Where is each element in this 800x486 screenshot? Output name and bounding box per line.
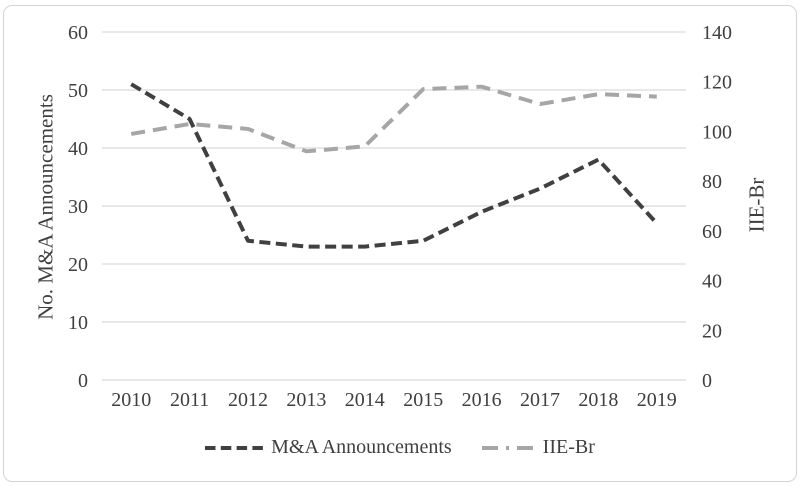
left-tick-label: 40	[68, 138, 88, 160]
short-dash-swatch-icon	[205, 445, 264, 450]
x-tick-label: 2018	[578, 389, 618, 411]
x-tick-label: 2017	[520, 389, 560, 411]
series-line-iie-br	[130, 84, 657, 154]
x-tick-label: 2016	[462, 389, 502, 411]
left-tick-label: 60	[68, 22, 88, 44]
x-tick-label: 2012	[228, 389, 268, 411]
series-line-ma-announcements	[130, 82, 659, 249]
right-tick-label: 120	[702, 72, 732, 94]
left-tick-label: 10	[68, 312, 88, 334]
right-axis-tick-labels: 0 20 40 60 80 100 120 140	[702, 22, 732, 392]
left-axis-title: No. M&A Announcements	[33, 94, 58, 320]
legend-item-iie-br: IIE-Br	[481, 436, 595, 459]
legend-item-ma-announcements: M&A Announcements	[205, 436, 452, 459]
legend-label-iie-br: IIE-Br	[542, 436, 595, 458]
right-tick-label: 40	[702, 271, 722, 293]
left-axis-tick-labels: 0 10 20 30 40 50 60	[68, 22, 88, 392]
right-tick-label: 0	[702, 370, 712, 392]
x-axis-labels: 2010 2011 2012 2013 2014 2015 2016 2017 2018 2019	[111, 389, 677, 411]
x-tick-label: 2014	[345, 389, 385, 411]
right-axis-title: IIE-Br	[744, 177, 769, 233]
right-tick-label: 100	[702, 121, 732, 143]
right-tick-label: 80	[702, 171, 722, 193]
x-tick-label: 2013	[286, 389, 326, 411]
left-tick-label: 50	[68, 80, 88, 102]
x-tick-label: 2015	[403, 389, 443, 411]
right-tick-label: 140	[702, 22, 732, 44]
x-tick-label: 2010	[111, 389, 151, 411]
long-dash-dot-swatch-icon	[481, 445, 535, 450]
right-tick-label: 20	[702, 320, 722, 342]
x-tick-label: 2019	[637, 389, 677, 411]
gridlines	[102, 31, 686, 381]
left-tick-label: 20	[68, 254, 88, 276]
right-tick-label: 60	[702, 221, 722, 243]
x-tick-label: 2011	[170, 389, 209, 411]
legend-label-ma-announcements: M&A Announcements	[271, 436, 452, 458]
left-tick-label: 0	[78, 370, 88, 392]
left-tick-label: 30	[68, 196, 88, 218]
legend: M&A Announcements IIE-Br	[0, 436, 800, 459]
